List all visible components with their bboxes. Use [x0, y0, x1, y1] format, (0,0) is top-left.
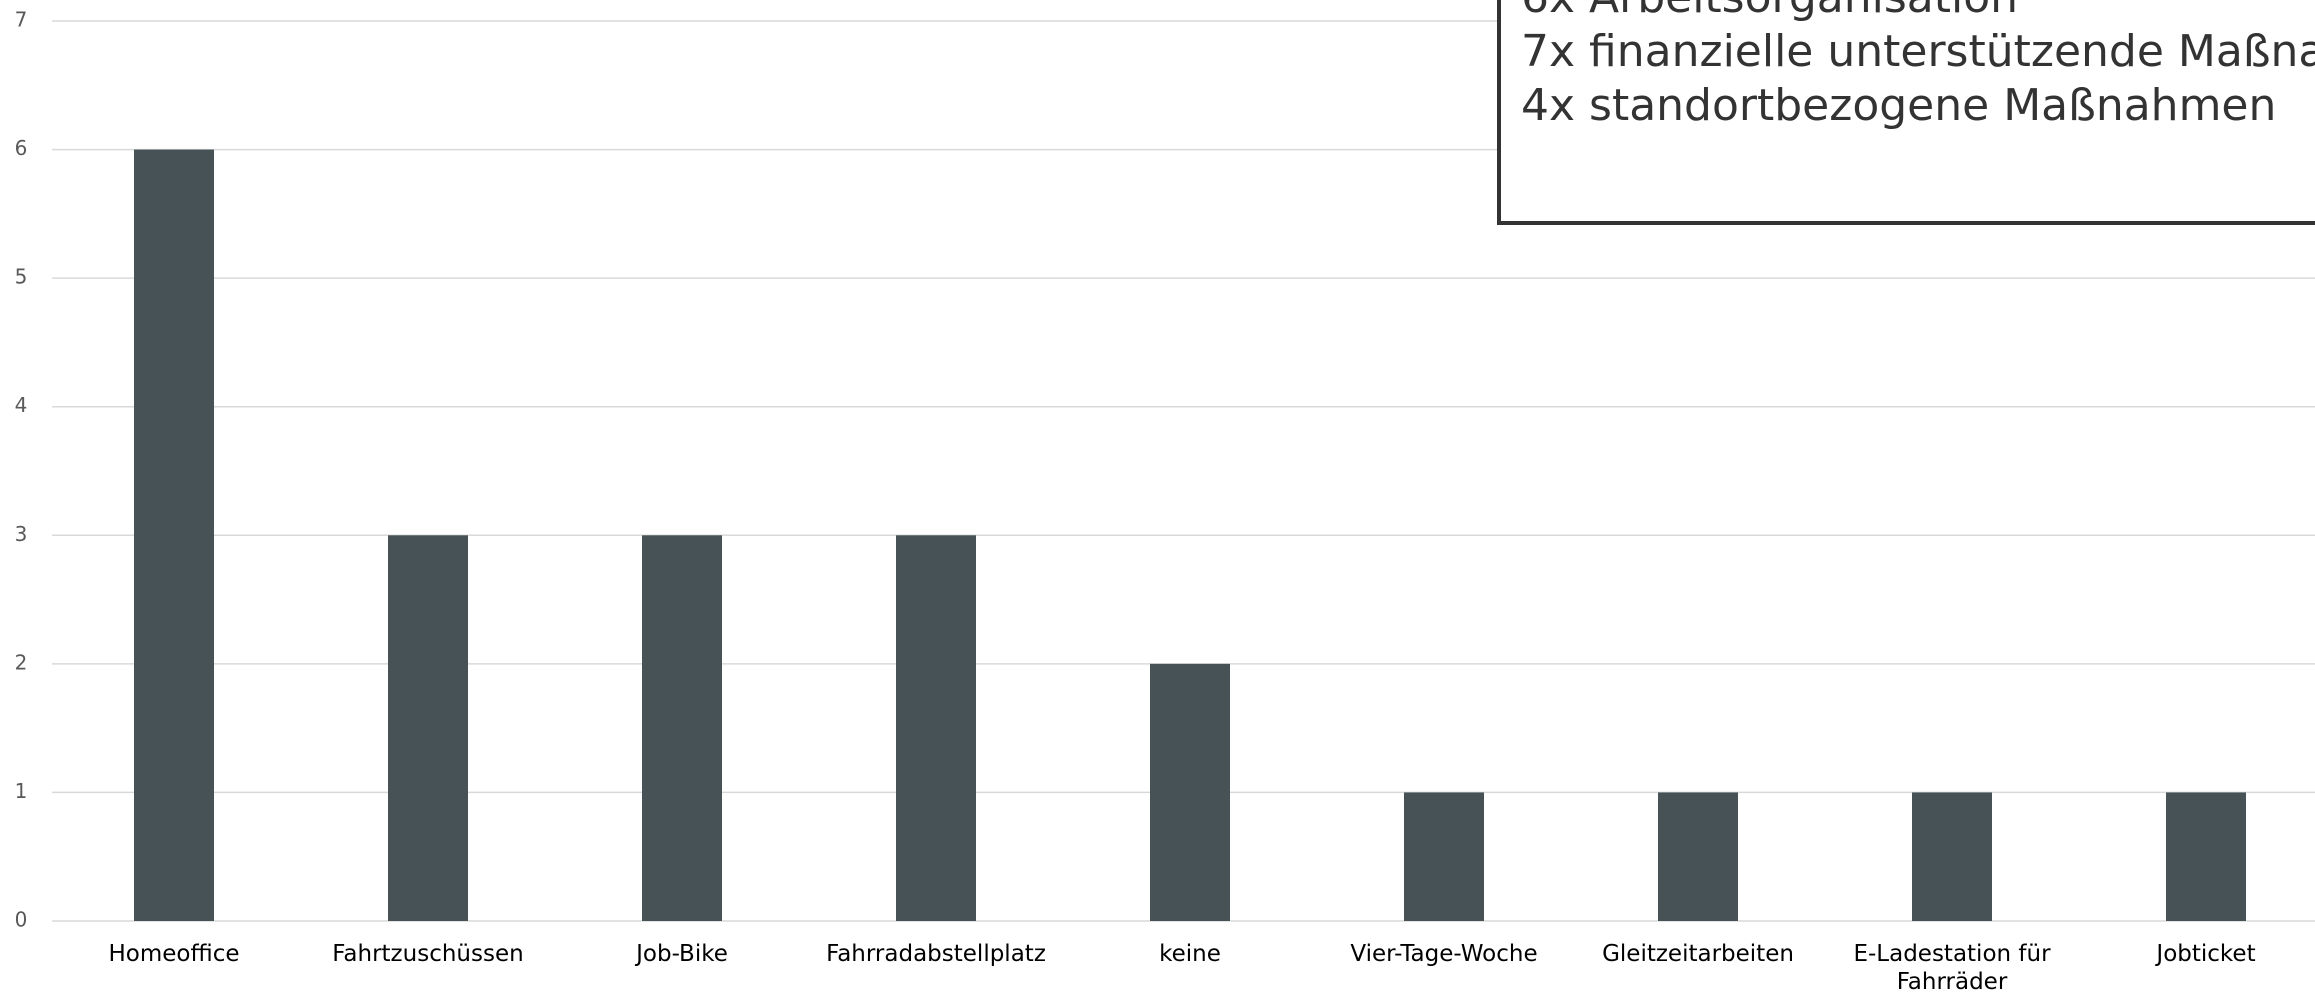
bar	[1912, 792, 1992, 921]
bar	[1658, 792, 1738, 921]
x-tick-label: Gleitzeitarbeiten	[1602, 941, 1794, 967]
annotation-line: 7x finanzielle unterstützende Maßnahmen	[1521, 26, 2315, 77]
x-tick-label: Jobticket	[2156, 941, 2256, 967]
bar	[896, 535, 976, 921]
annotation-box: 6x Arbeitsorganisation7x finanzielle unt…	[1497, 0, 2315, 225]
y-tick-label: 5	[15, 265, 28, 289]
y-tick-label: 2	[15, 650, 28, 674]
x-tick-label: keine	[1159, 941, 1221, 967]
bar	[1150, 663, 1230, 921]
annotation-line: 6x Arbeitsorganisation	[1521, 0, 2315, 25]
x-tick-label: Fahrradabstellplatz	[826, 941, 1046, 967]
x-tick-label: E-Ladestation für Fahrräder	[1853, 941, 2051, 995]
bar	[642, 535, 722, 921]
x-tick-label: Fahrtzuschüssen	[332, 941, 524, 967]
annotation-line: 4x standortbezogene Maßnahmen	[1521, 80, 2277, 131]
y-tick-label: 0	[15, 908, 28, 932]
y-tick-label: 4	[15, 393, 28, 417]
y-tick-label: 1	[15, 779, 28, 803]
bar	[388, 535, 468, 921]
y-tick-label: 3	[15, 522, 28, 546]
bar	[134, 149, 214, 922]
x-tick-label: Homeoffice	[108, 941, 240, 967]
x-tick-label: Vier-Tage-Woche	[1350, 941, 1538, 967]
y-tick-label: 7	[15, 8, 28, 32]
bar	[2166, 792, 2246, 921]
bar	[1404, 792, 1484, 921]
x-tick-label: Job-Bike	[636, 941, 728, 967]
y-tick-label: 6	[15, 136, 28, 160]
